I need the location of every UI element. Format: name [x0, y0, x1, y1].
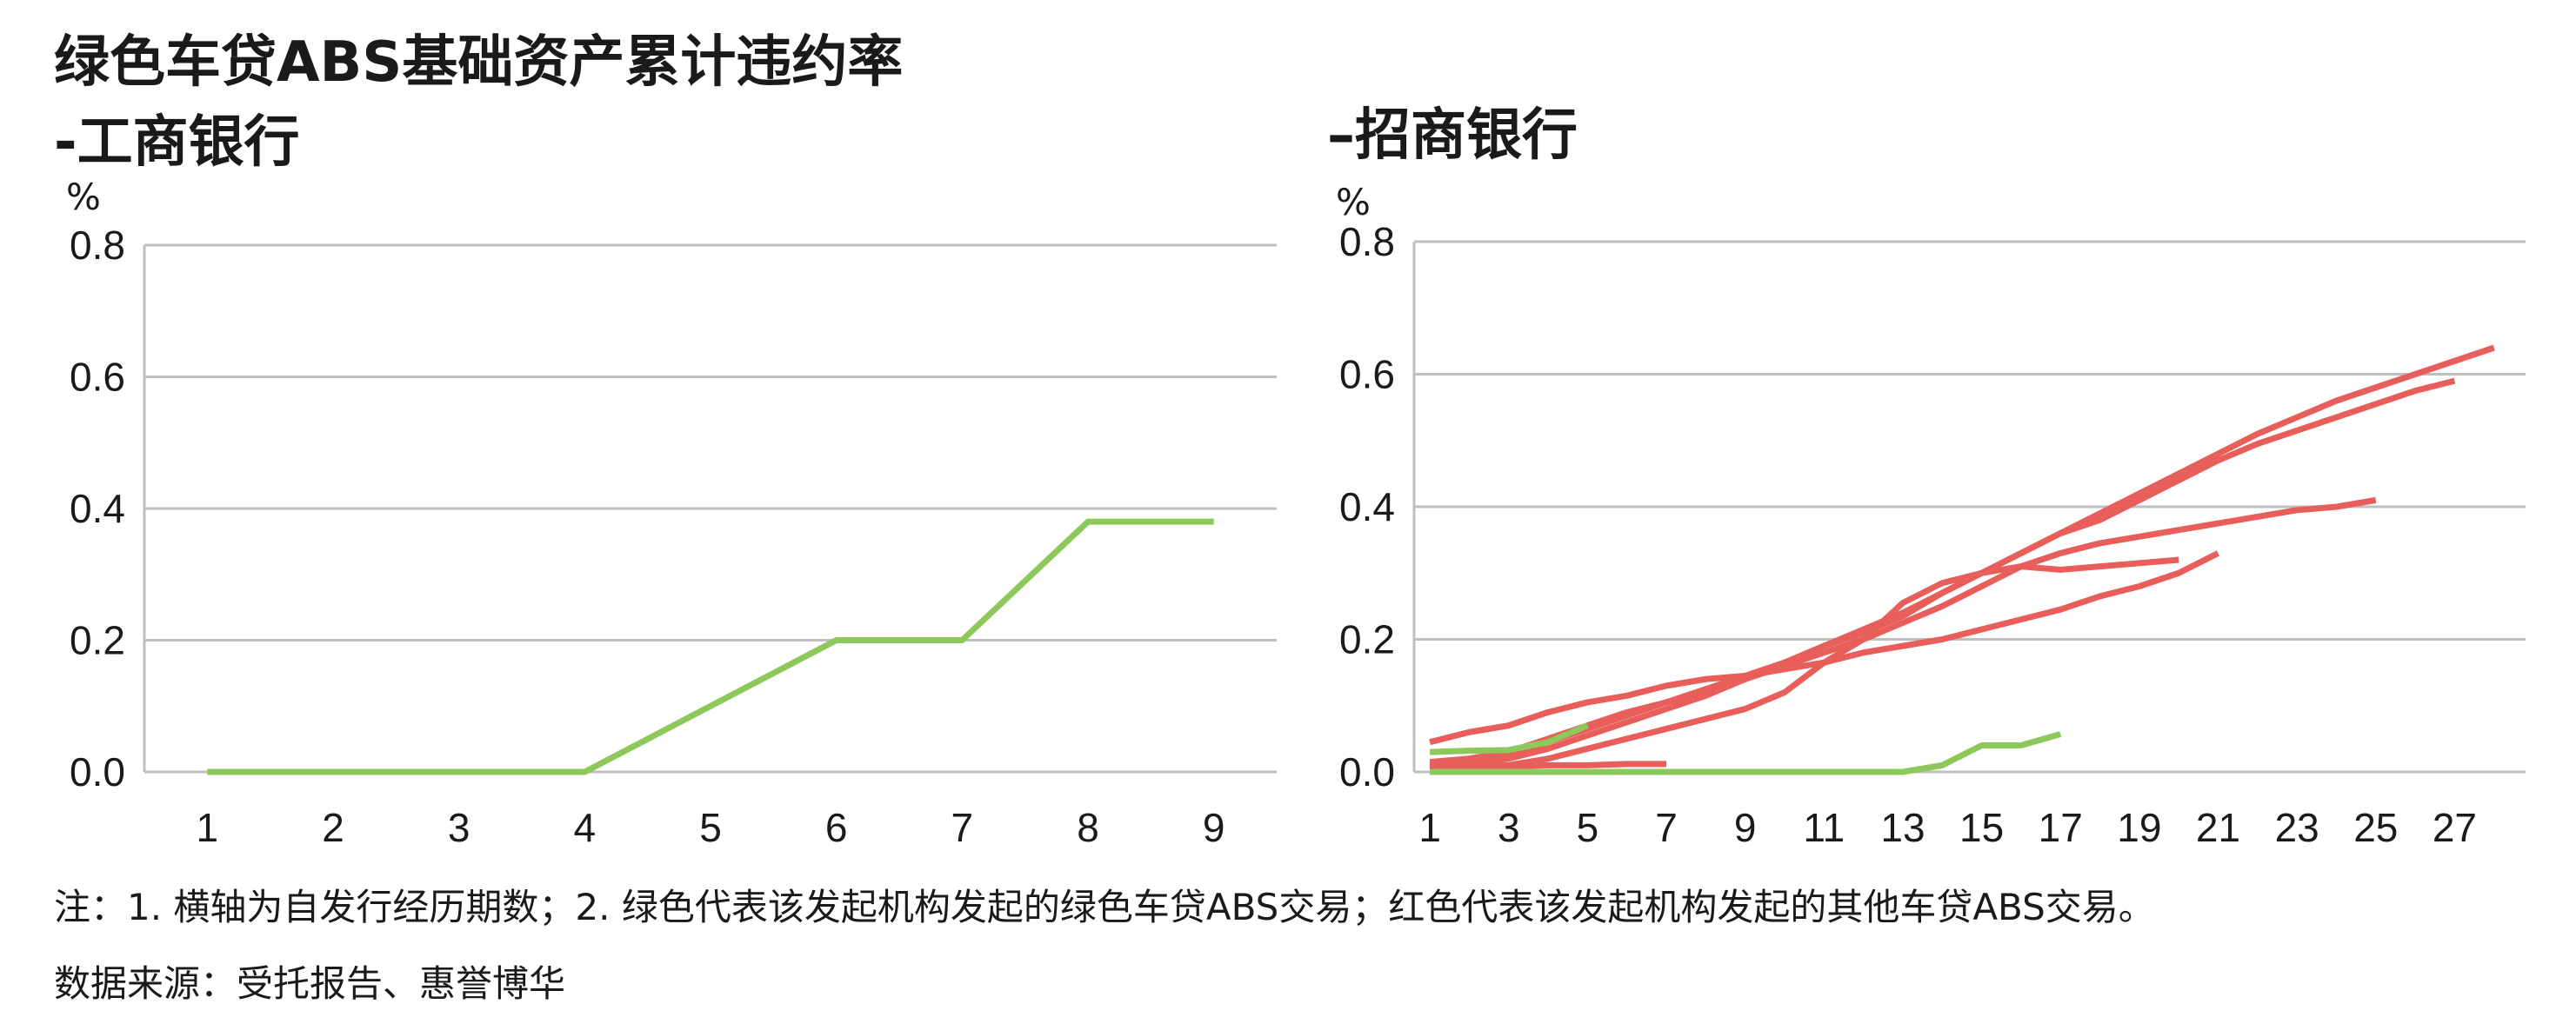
- x-tick-label: 5: [699, 805, 722, 850]
- y-tick-label: 0.2: [70, 618, 125, 663]
- x-tick-label: 11: [1803, 805, 1845, 850]
- x-tick-label: 23: [2275, 805, 2319, 850]
- y-tick-label: 0.8: [70, 223, 125, 268]
- series-line-red-3: [1429, 496, 2377, 768]
- x-tick-label: 9: [1734, 805, 1757, 850]
- x-tick-label: 7: [951, 805, 974, 850]
- x-tick-label: 9: [1203, 805, 1225, 850]
- x-tick-label: 27: [2433, 805, 2477, 850]
- left-y-unit-label: %: [66, 176, 101, 218]
- series-line-red-2: [1430, 377, 2456, 768]
- left-line-chart: 0.0 0.2 0.4 0.6 0.8 1 2 3 4 5 6 7 8 9: [70, 223, 1277, 850]
- x-tick-label: 25: [2353, 805, 2398, 850]
- y-tick-label: 0.8: [1339, 219, 1395, 264]
- x-tick-label: 5: [1577, 805, 1599, 850]
- y-tick-label: 0.2: [1339, 617, 1395, 662]
- right-line-chart: 0.00.20.40.60.81 3 5 7 9 11 13 15 17 19 21 23 25 27: [1339, 219, 2526, 850]
- y-tick-label: 0.4: [70, 486, 125, 531]
- right-y-unit-label: %: [1336, 181, 1371, 223]
- x-tick-label: 3: [1498, 805, 1520, 850]
- x-tick-label: 8: [1077, 805, 1099, 850]
- right-chart-title: –招商银行: [1327, 103, 1578, 168]
- x-tick-label: 13: [1880, 805, 1925, 850]
- series-line-red-5: [1429, 556, 2179, 772]
- y-tick-label: 0.6: [70, 355, 125, 400]
- left-chart-title-line1: 绿色车贷ABS基础资产累计违约率: [54, 30, 904, 95]
- x-tick-label: 7: [1655, 805, 1678, 850]
- series-line-red-7: [1429, 761, 1667, 772]
- x-tick-label: 4: [574, 805, 597, 850]
- x-tick-label: 1: [197, 805, 219, 850]
- y-tick-label: 0.6: [1339, 352, 1395, 397]
- y-tick-label: 0.4: [1339, 484, 1395, 529]
- x-tick-label: 21: [2196, 805, 2240, 850]
- x-tick-label: 3: [448, 805, 470, 850]
- y-tick-label: 0.0: [1339, 749, 1395, 795]
- x-tick-label: 17: [2039, 805, 2083, 850]
- x-tick-label: 19: [2117, 805, 2161, 850]
- series-line-green-9: [1430, 731, 2062, 775]
- x-tick-label: 2: [322, 805, 344, 850]
- series-line-green-1: [207, 518, 1214, 775]
- y-tick-label: 0.0: [70, 749, 125, 795]
- left-chart-title-line2: -工商银行: [54, 110, 300, 175]
- x-tick-label: 15: [1959, 805, 2004, 850]
- data-source-note: 数据来源：受托报告、惠誉博华: [54, 962, 566, 1005]
- series-line-green-8: [1430, 722, 1589, 755]
- footnote: 注：1. 横轴为自发行经历期数；2. 绿色代表该发起机构发起的绿色车贷ABS交易…: [54, 886, 2155, 928]
- x-tick-label: 1: [1418, 805, 1441, 850]
- x-tick-label: 6: [825, 805, 848, 850]
